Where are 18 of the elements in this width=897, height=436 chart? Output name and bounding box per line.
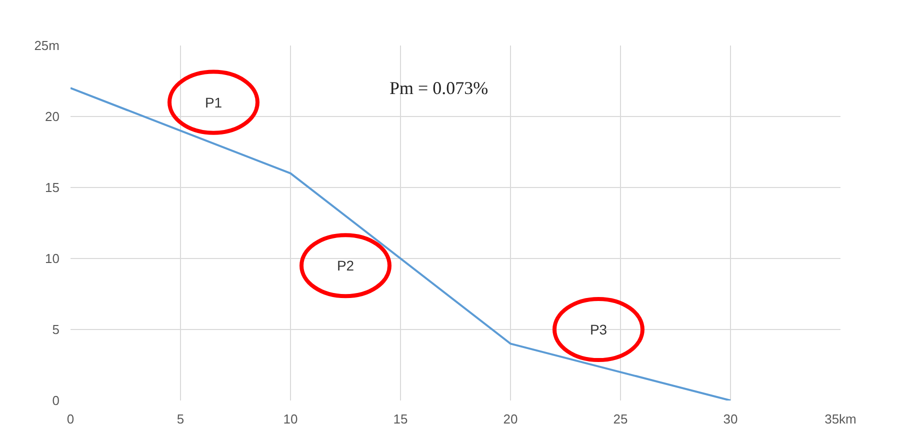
- y-tick-label: 20: [45, 109, 60, 124]
- annotation: P1: [204, 94, 222, 110]
- x-tick-label: 5: [176, 412, 184, 426]
- y-tick-label: 0: [52, 393, 60, 408]
- x-tick-label: 0: [66, 412, 74, 426]
- annotation: P3: [590, 322, 608, 338]
- x-tick-label: 35km: [824, 412, 856, 426]
- annotation: P2: [336, 258, 354, 274]
- x-tick-label: 10: [283, 412, 298, 426]
- y-tick-label: 10: [45, 251, 60, 266]
- x-tick-label: 20: [503, 412, 518, 426]
- y-tick-label: 15: [45, 180, 60, 195]
- x-tick-label: 25: [613, 412, 628, 426]
- annotation: Pm = 0.073%: [390, 78, 488, 98]
- x-tick-label: 30: [723, 412, 738, 426]
- y-tick-label: 25m: [34, 38, 60, 53]
- x-tick-label: 15: [393, 412, 408, 426]
- y-tick-label: 5: [52, 322, 60, 337]
